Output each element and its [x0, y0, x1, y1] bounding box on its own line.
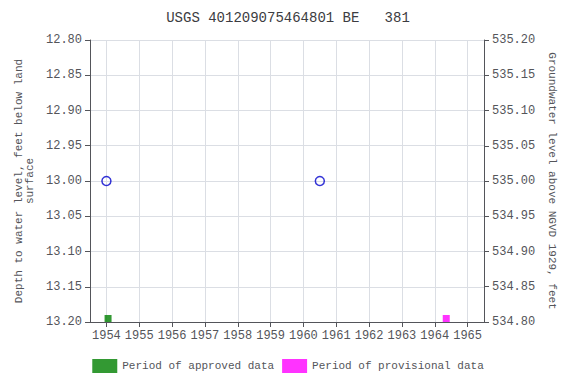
svg-text:535.00: 535.00: [492, 174, 535, 188]
svg-text:Groundwater level above NGVD 1: Groundwater level above NGVD 1929, feet: [546, 52, 558, 309]
svg-text:Depth to water level, feet bel: Depth to water level, feet below land: [12, 58, 25, 304]
svg-text:Period of provisional data: Period of provisional data: [312, 360, 484, 372]
svg-text:13.20: 13.20: [46, 315, 82, 329]
svg-text:1963: 1963: [388, 329, 417, 343]
svg-text:535.15: 535.15: [492, 68, 535, 82]
svg-text:1955: 1955: [125, 329, 154, 343]
svg-text:1960: 1960: [289, 329, 318, 343]
svg-text:13.05: 13.05: [46, 209, 82, 223]
svg-text:13.15: 13.15: [46, 280, 82, 294]
svg-text:12.90: 12.90: [46, 104, 82, 118]
svg-text:535.20: 535.20: [492, 33, 535, 47]
svg-text:1965: 1965: [453, 329, 482, 343]
svg-text:535.10: 535.10: [492, 104, 535, 118]
svg-text:1957: 1957: [191, 329, 220, 343]
svg-text:535.05: 535.05: [492, 139, 535, 153]
svg-text:1959: 1959: [256, 329, 285, 343]
svg-text:12.85: 12.85: [46, 68, 82, 82]
svg-text:Period of approved data: Period of approved data: [122, 360, 274, 372]
svg-text:1962: 1962: [355, 329, 384, 343]
svg-text:13.10: 13.10: [46, 245, 82, 259]
svg-text:1956: 1956: [158, 329, 187, 343]
svg-text:1958: 1958: [223, 329, 252, 343]
svg-text:534.80: 534.80: [492, 315, 535, 329]
svg-text:surface: surface: [24, 158, 36, 204]
svg-text:1961: 1961: [322, 329, 351, 343]
svg-text:12.80: 12.80: [46, 33, 82, 47]
svg-text:USGS 401209075464801 BE 381: USGS 401209075464801 BE 381: [166, 10, 410, 26]
svg-text:1964: 1964: [420, 329, 449, 343]
svg-text:534.90: 534.90: [492, 245, 535, 259]
svg-text:534.95: 534.95: [492, 209, 535, 223]
svg-text:1954: 1954: [92, 329, 121, 343]
svg-text:534.85: 534.85: [492, 280, 535, 294]
svg-text:12.95: 12.95: [46, 139, 82, 153]
svg-text:13.00: 13.00: [46, 174, 82, 188]
